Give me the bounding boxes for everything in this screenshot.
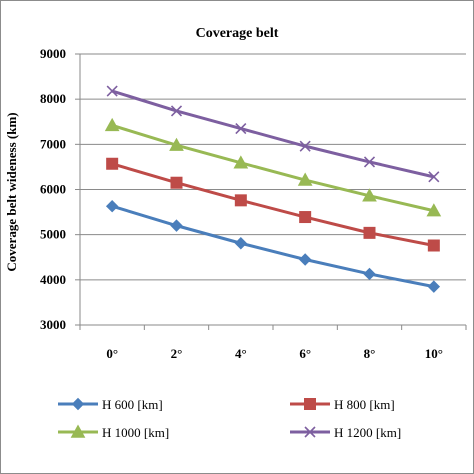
data-point-marker [363,267,376,281]
series-lines [104,85,442,293]
y-tick-label: 8000 [40,91,66,106]
y-tick-labels: 3000 4000 5000 6000 7000 8000 9000 [40,46,66,332]
data-point-marker [233,155,249,169]
data-point-marker [170,219,183,232]
data-point-marker [363,156,376,168]
x-tick-label: 2° [171,346,183,361]
series-group [106,157,440,252]
gridlines [80,53,466,281]
data-point-marker [170,105,183,117]
data-point-marker [427,280,441,293]
data-point-marker [299,211,312,224]
legend-label: H 1000 [km] [102,425,169,440]
series-line [111,123,435,213]
data-point-marker [104,117,120,132]
series-group [106,85,440,183]
y-tick-label: 6000 [40,182,66,197]
data-point-marker [169,137,184,151]
series-group [104,117,442,217]
legend-item: H 800 [km] [290,397,395,412]
axes [75,53,467,330]
data-point-marker [298,253,312,266]
legend-label: H 1200 [km] [334,425,401,440]
legend-item: H 600 [km] [58,397,163,412]
data-point-marker [362,188,377,202]
x-tick-label: 0° [106,346,118,361]
data-point-marker [105,200,119,213]
series-group [105,200,441,293]
data-point-marker [363,226,376,239]
data-point-marker [234,194,247,207]
x-tick-label: 8° [364,346,376,361]
data-point-marker [299,140,311,152]
legend-marker [71,397,85,411]
data-point-marker [234,237,248,250]
y-tick-label: 5000 [40,227,66,242]
x-tick-labels: 0° 2° 4° 6° 8° 10° [106,346,443,361]
legend-marker [304,398,316,410]
data-point-marker [427,239,440,252]
legend-label: H 800 [km] [334,397,395,412]
data-point-marker [235,122,247,135]
chart-title: Coverage belt [196,26,279,41]
series-line [111,204,435,289]
y-tick-label: 3000 [40,317,66,332]
data-point-marker [170,176,183,189]
x-tick-label: 10° [425,346,443,361]
legend-label: H 600 [km] [102,397,163,412]
x-tick-label: 4° [235,346,247,361]
y-tick-label: 9000 [40,46,66,61]
x-tick-label: 6° [299,346,311,361]
data-point-marker [297,172,313,186]
data-point-marker [106,157,119,170]
data-point-marker [428,171,440,183]
series-line [111,89,435,179]
legend: H 600 [km] H 800 [km] H 1000 [km] H 1200 [k… [58,397,401,440]
data-point-marker [426,203,442,217]
legend-item: H 1200 [km] [290,425,401,440]
y-tick-label: 7000 [40,136,66,151]
legend-marker [70,424,86,438]
y-axis-label: Coverage belt wideness (km) [4,112,19,271]
legend-item: H 1000 [km] [58,424,169,440]
legend-marker [304,426,316,438]
series-line [111,162,435,247]
y-tick-label: 4000 [40,272,66,287]
data-point-marker [106,85,118,97]
